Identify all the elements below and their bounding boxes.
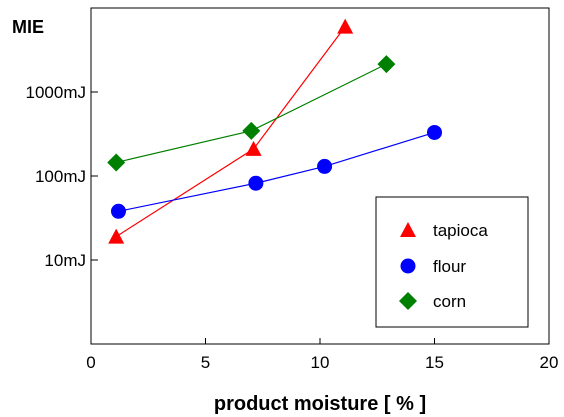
x-axis-label: product moisture [ % ]: [214, 393, 426, 415]
x-tick-label: 5: [201, 353, 210, 372]
series-line-flour: [118, 131, 435, 212]
data-point-flour: [248, 175, 264, 191]
legend-label-flour: flour: [433, 257, 466, 276]
data-point-flour: [317, 158, 333, 174]
legend: tapioca flour corn: [375, 196, 529, 328]
legend-marker-flour: [400, 258, 416, 274]
x-tick-label: 10: [311, 353, 330, 372]
data-point-tapioca: [108, 228, 125, 244]
y-tick-label: 10mJ: [44, 251, 86, 270]
legend-marker-tapioca: [400, 222, 416, 237]
data-point-flour: [110, 203, 126, 219]
y-axis-label: MIE: [12, 17, 44, 37]
legend-label-tapioca: tapioca: [433, 221, 488, 240]
legend-items: tapioca flour corn: [399, 221, 488, 311]
data-point-corn: [107, 153, 126, 172]
y-axis-ticks: 10mJ 100mJ 1000mJ: [26, 83, 98, 270]
data-point-corn: [242, 121, 261, 140]
legend-box: [375, 196, 529, 328]
x-axis-ticks: 0 5 10 15 20: [86, 338, 558, 372]
series-markers: [107, 18, 442, 244]
x-tick-label: 20: [540, 353, 559, 372]
data-point-tapioca: [337, 18, 354, 34]
x-tick-label: 15: [425, 353, 444, 372]
data-point-corn: [377, 55, 396, 74]
y-tick-label: 1000mJ: [26, 83, 86, 102]
legend-marker-corn: [399, 292, 417, 310]
data-point-tapioca: [245, 140, 262, 156]
data-point-flour: [427, 124, 442, 140]
legend-label-corn: corn: [433, 292, 466, 311]
x-tick-label: 0: [86, 353, 95, 372]
y-tick-label: 100mJ: [35, 167, 86, 186]
